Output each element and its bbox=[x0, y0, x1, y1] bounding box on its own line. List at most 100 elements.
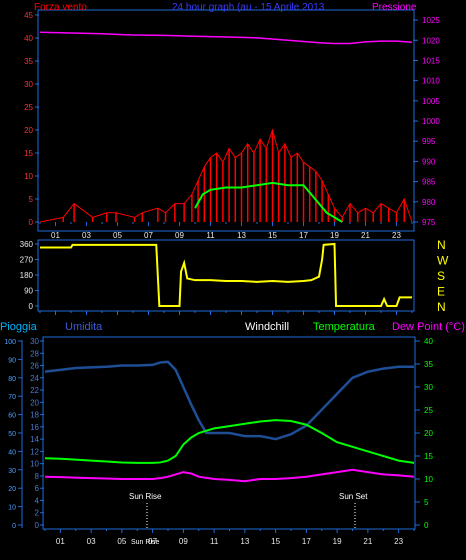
humidity-tick-label: 20 bbox=[30, 398, 39, 407]
compass-label: N bbox=[437, 238, 446, 252]
rain-tick-label: 90 bbox=[8, 357, 16, 364]
x-tick-label: 11 bbox=[210, 537, 219, 546]
pressure-tick-label: 1005 bbox=[422, 97, 440, 106]
humidity-tick-label: 30 bbox=[30, 337, 39, 346]
x-tick-label: 11 bbox=[206, 231, 215, 240]
direction-tick-label: 270 bbox=[20, 256, 34, 265]
rain-tick-label: 40 bbox=[8, 449, 16, 456]
sun-rise-label: Sun Rise bbox=[129, 492, 162, 501]
pressure-tick-label: 1015 bbox=[422, 56, 440, 65]
pressure-tick-label: 1025 bbox=[422, 16, 440, 25]
wind-tick-label: 15 bbox=[24, 149, 33, 158]
pressure-tick-label: 990 bbox=[422, 157, 436, 166]
humidity-tick-label: 0 bbox=[35, 521, 40, 530]
x-tick-label: 09 bbox=[179, 537, 188, 546]
sun-rise-overlap-label: Sun Rise bbox=[131, 539, 160, 546]
humidity-tick-label: 4 bbox=[35, 496, 40, 505]
x-tick-label: 09 bbox=[175, 231, 184, 240]
humidity-tick-label: 6 bbox=[35, 484, 40, 493]
wind-tick-label: 5 bbox=[29, 195, 34, 204]
x-tick-label: 03 bbox=[82, 231, 91, 240]
wind-tick-label: 0 bbox=[29, 218, 34, 227]
humidity-tick-label: 26 bbox=[30, 362, 39, 371]
temperature-tick-label: 25 bbox=[424, 406, 433, 415]
compass-label: W bbox=[437, 254, 449, 268]
wind-tick-label: 35 bbox=[24, 57, 33, 66]
temperature-tick-label: 5 bbox=[424, 498, 429, 507]
temperature-tick-label: 10 bbox=[424, 475, 433, 484]
x-tick-label: 07 bbox=[144, 231, 153, 240]
temperature-line bbox=[44, 419, 415, 464]
temperature-tick-label: 15 bbox=[424, 452, 433, 461]
wind-tick-label: 10 bbox=[24, 172, 33, 181]
direction-tick-label: 90 bbox=[24, 287, 33, 296]
x-tick-label: 21 bbox=[361, 231, 370, 240]
x-tick-label: 03 bbox=[87, 537, 96, 546]
humidity-tick-label: 10 bbox=[30, 460, 39, 469]
pressure-tick-label: 985 bbox=[422, 178, 436, 187]
rain-tick-label: 10 bbox=[8, 505, 16, 512]
pressure-tick-label: 1000 bbox=[422, 117, 440, 126]
x-tick-label: 19 bbox=[333, 537, 342, 546]
pressure-tick-label: 995 bbox=[422, 137, 436, 146]
rain-tick-label: 30 bbox=[8, 468, 16, 475]
direction-tick-label: 180 bbox=[20, 271, 34, 280]
dewpoint-label: Dew Point (°C) bbox=[392, 321, 465, 333]
x-tick-label: 21 bbox=[363, 537, 372, 546]
humidity-tick-label: 18 bbox=[30, 411, 39, 420]
x-tick-label: 01 bbox=[51, 231, 60, 240]
temperature-tick-label: 30 bbox=[424, 383, 433, 392]
x-tick-label: 13 bbox=[240, 537, 249, 546]
wind-speed-label: Forza vento bbox=[34, 2, 87, 13]
temperature-tick-label: 35 bbox=[424, 360, 433, 369]
x-tick-label: 01 bbox=[56, 537, 65, 546]
humidity-tick-label: 2 bbox=[35, 509, 40, 518]
wind-tick-label: 40 bbox=[24, 34, 33, 43]
temperature-label: Temperatura bbox=[313, 321, 376, 333]
panel-wind-pressure: Forza vento 24 hour graph (au - 15 April… bbox=[24, 2, 440, 240]
rain-tick-label: 80 bbox=[8, 376, 16, 383]
x-tick-label: 23 bbox=[392, 231, 401, 240]
rain-tick-label: 70 bbox=[8, 394, 16, 401]
pressure-line bbox=[39, 31, 413, 45]
compass-label: S bbox=[437, 269, 445, 283]
chart-title: 24 hour graph (au - 15 Aprile 2013 bbox=[172, 2, 325, 13]
wind-tick-label: 30 bbox=[24, 80, 33, 89]
dewpoint-line bbox=[44, 468, 415, 483]
wind-direction-line bbox=[40, 242, 412, 307]
x-tick-label: 23 bbox=[394, 537, 403, 546]
humidity-tick-label: 24 bbox=[30, 374, 39, 383]
wind-tick-label: 25 bbox=[24, 103, 33, 112]
direction-tick-label: 360 bbox=[20, 240, 34, 249]
temperature-tick-label: 0 bbox=[424, 521, 429, 530]
sun-set-label: Sun Set bbox=[339, 492, 368, 501]
panel1-frame bbox=[37, 9, 415, 232]
windchill-label: Windchill bbox=[245, 321, 289, 333]
humidity-tick-label: 12 bbox=[30, 447, 39, 456]
rain-tick-label: 60 bbox=[8, 413, 16, 420]
humidity-tick-label: 22 bbox=[30, 386, 39, 395]
x-tick-label: 17 bbox=[299, 231, 308, 240]
x-tick-label: 13 bbox=[237, 231, 246, 240]
pressure-label: Pressione bbox=[372, 2, 417, 13]
x-tick-label: 19 bbox=[330, 231, 339, 240]
wind-avg-line bbox=[194, 181, 343, 223]
x-tick-label: 17 bbox=[302, 537, 311, 546]
humidity-label: Umidita bbox=[65, 321, 103, 333]
x-tick-label: 05 bbox=[117, 537, 126, 546]
rain-label: Pioggia bbox=[0, 321, 38, 333]
rain-tick-label: 100 bbox=[4, 339, 16, 346]
pressure-tick-label: 980 bbox=[422, 198, 436, 207]
humidity-tick-label: 28 bbox=[30, 349, 39, 358]
pressure-tick-label: 1010 bbox=[422, 77, 440, 86]
pressure-tick-label: 975 bbox=[422, 218, 436, 227]
humidity-tick-label: 14 bbox=[30, 435, 39, 444]
direction-tick-label: 0 bbox=[29, 302, 34, 311]
x-tick-label: 05 bbox=[113, 231, 122, 240]
humidity-tick-label: 16 bbox=[30, 423, 39, 432]
humidity-line bbox=[44, 360, 414, 441]
compass-label: E bbox=[437, 285, 445, 299]
wind-tick-label: 20 bbox=[24, 126, 33, 135]
